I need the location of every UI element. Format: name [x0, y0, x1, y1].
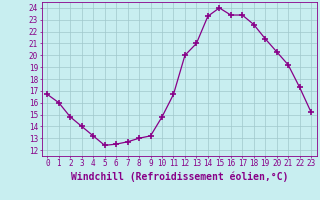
X-axis label: Windchill (Refroidissement éolien,°C): Windchill (Refroidissement éolien,°C) [70, 171, 288, 182]
